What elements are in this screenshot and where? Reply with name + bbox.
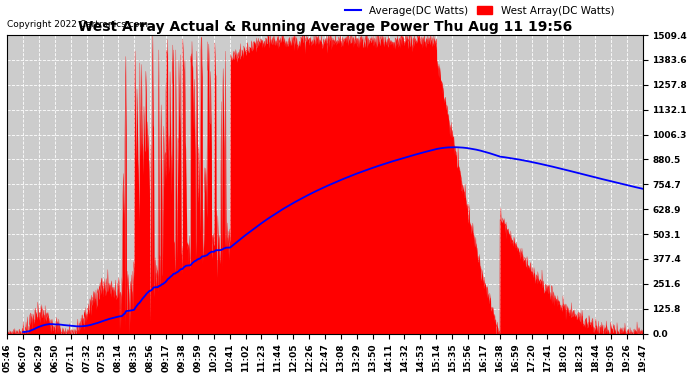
Text: Copyright 2022 Cartronics.com: Copyright 2022 Cartronics.com xyxy=(8,20,148,29)
Title: West Array Actual & Running Average Power Thu Aug 11 19:56: West Array Actual & Running Average Powe… xyxy=(78,20,572,34)
Legend: Average(DC Watts), West Array(DC Watts): Average(DC Watts), West Array(DC Watts) xyxy=(342,2,618,20)
